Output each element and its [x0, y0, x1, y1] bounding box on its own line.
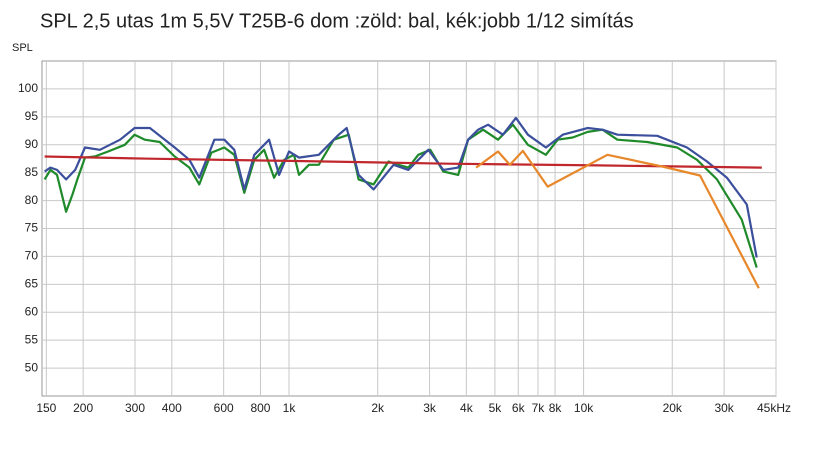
y-tick-label: 55 — [25, 332, 39, 346]
x-tick-label: 20k — [663, 401, 683, 415]
y-tick-label: 60 — [25, 304, 39, 318]
x-tick-label: 2k — [371, 401, 385, 415]
x-tick-label: 3k — [423, 401, 437, 415]
series-line — [44, 155, 762, 169]
y-tick-label: 70 — [25, 249, 39, 263]
x-tick-label: 200 — [73, 401, 93, 415]
x-tick-label: 600 — [214, 401, 234, 415]
x-tick-label: 4k — [460, 401, 474, 415]
x-tick-label: 800 — [250, 401, 270, 415]
x-tick-label: 8k — [549, 401, 563, 415]
x-tick-label: 400 — [162, 401, 182, 415]
y-tick-label: 85 — [25, 165, 39, 179]
y-axis-label: SPL — [12, 42, 33, 54]
y-tick-label: 75 — [25, 221, 39, 235]
x-tick-label: 300 — [125, 401, 145, 415]
y-tick-label: 95 — [25, 109, 39, 123]
y-tick-label: 65 — [25, 277, 39, 291]
x-tick-label: 30k — [714, 401, 734, 415]
y-tick-label: 50 — [25, 360, 39, 374]
x-tick-label: 150 — [36, 401, 56, 415]
series-line — [475, 149, 760, 289]
x-tick-label: 7k — [532, 401, 546, 415]
x-tick-label: 45kHz — [757, 401, 791, 415]
chart-title: SPL 2,5 utas 1m 5,5V T25B-6 dom :zöld: b… — [40, 10, 634, 32]
x-tick-label: 5k — [489, 401, 503, 415]
y-tick-label: 100 — [18, 81, 38, 95]
series-line — [43, 123, 758, 268]
series-line — [43, 116, 758, 258]
x-tick-label: 6k — [512, 401, 526, 415]
x-tick-label: 1k — [283, 401, 297, 415]
x-tick-label: 10k — [574, 401, 594, 415]
y-tick-label: 90 — [25, 137, 39, 151]
y-tick-label: 80 — [25, 193, 39, 207]
